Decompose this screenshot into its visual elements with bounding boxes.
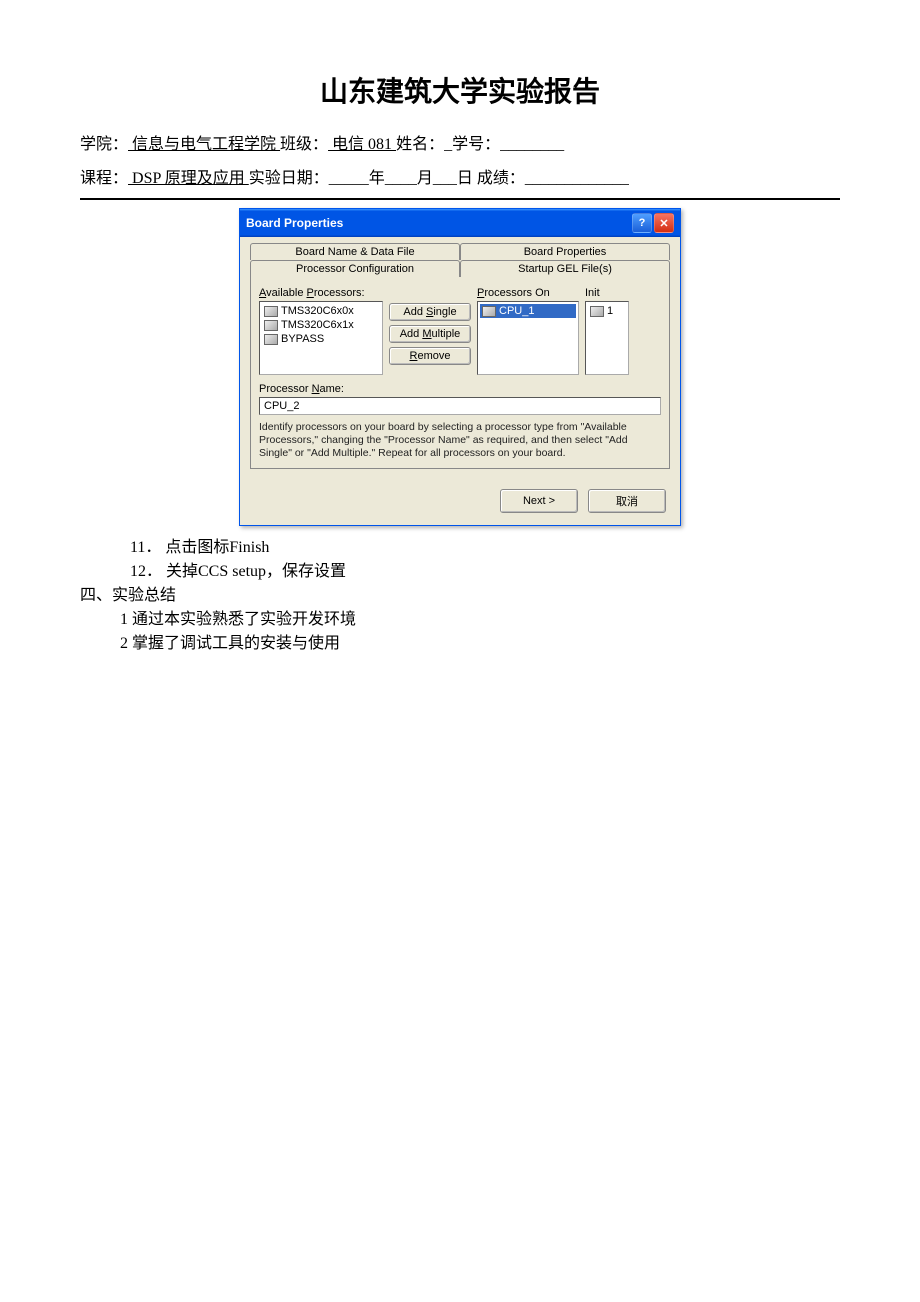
chip-icon [482,306,496,317]
college-label: 学院： [80,136,128,153]
college-value: 信息与电气工程学院 [128,136,280,153]
score-blank: _____________ [525,170,629,187]
remove-button[interactable]: Remove [389,347,471,365]
day-blank: ___ [433,170,457,187]
list-item[interactable]: TMS320C6x0x [262,304,380,318]
report-title: 山东建筑大学实验报告 [80,70,840,110]
chip-icon [264,306,278,317]
init-list[interactable]: 1 [585,301,629,375]
description-text: Identify processors on your board by sel… [259,421,661,460]
tab-processor-config[interactable]: Processor Configuration [250,260,460,277]
step-11: 11． 点击图标Finish [80,536,840,560]
day-unit: 日 [457,170,473,187]
class-label: 班级： [280,136,328,153]
score-label: 成绩： [473,170,525,187]
course-label: 课程： [80,170,128,187]
list-item[interactable]: CPU_1 [480,304,576,318]
processor-name-label: Processor Name: [259,383,661,395]
dialog-title: Board Properties [246,216,343,230]
id-label: 学号： [452,136,500,153]
month-blank: ____ [385,170,417,187]
name-label: 姓名： [396,136,444,153]
processor-name-input[interactable] [259,397,661,415]
id-blank: ________ [500,136,564,153]
step-12: 12． 关掉CCS setup，保存设置 [80,560,840,584]
tab-board-properties[interactable]: Board Properties [460,243,670,260]
name-blank: _ [444,136,452,153]
tab-content: AAvailable Processors:vailable Processor… [250,276,670,469]
close-icon[interactable]: ✕ [654,213,674,233]
section-4-title: 四、实验总结 [80,584,840,608]
chip-icon [590,306,604,317]
year-unit: 年 [369,170,385,187]
chip-icon [264,334,278,345]
add-single-button[interactable]: Add Single [389,303,471,321]
course-value: DSP 原理及应用 [128,170,249,187]
date-label: 实验日期： [249,170,329,187]
next-button[interactable]: Next > [500,489,578,513]
tab-board-name[interactable]: Board Name & Data File [250,243,460,260]
cancel-button[interactable]: 取消 [588,489,666,513]
processors-on-list[interactable]: CPU_1 [477,301,579,375]
header-line-1: 学院： 信息与电气工程学院 班级： 电信 081 姓名：_学号：________ [80,130,840,154]
year-blank: _____ [329,170,369,187]
list-item[interactable]: BYPASS [262,332,380,346]
list-item[interactable]: TMS320C6x1x [262,318,380,332]
header-divider [80,198,840,200]
init-label: Init [585,287,629,299]
summary-2: 2 掌握了调试工具的安装与使用 [80,632,840,656]
chip-icon [264,320,278,331]
header-line-2: 课程： DSP 原理及应用 实验日期：_____年____月___日 成绩：__… [80,164,840,188]
add-multiple-button[interactable]: Add Multiple [389,325,471,343]
help-icon[interactable]: ? [632,213,652,233]
available-processors-label: AAvailable Processors:vailable Processor… [259,287,383,299]
summary-1: 1 通过本实验熟悉了实验开发环境 [80,608,840,632]
class-value: 电信 081 [328,136,396,153]
tab-startup-gel[interactable]: Startup GEL File(s) [460,260,670,277]
month-unit: 月 [417,170,433,187]
available-processors-list[interactable]: TMS320C6x0x TMS320C6x1x BYPASS [259,301,383,375]
list-item[interactable]: 1 [588,304,626,318]
tabs: Board Name & Data File Board Properties … [250,243,670,277]
processors-on-label: Processors On [477,287,579,299]
dialog-titlebar[interactable]: Board Properties ? ✕ [240,209,680,237]
board-properties-dialog: Board Properties ? ✕ Board Name & Data F… [239,208,681,526]
